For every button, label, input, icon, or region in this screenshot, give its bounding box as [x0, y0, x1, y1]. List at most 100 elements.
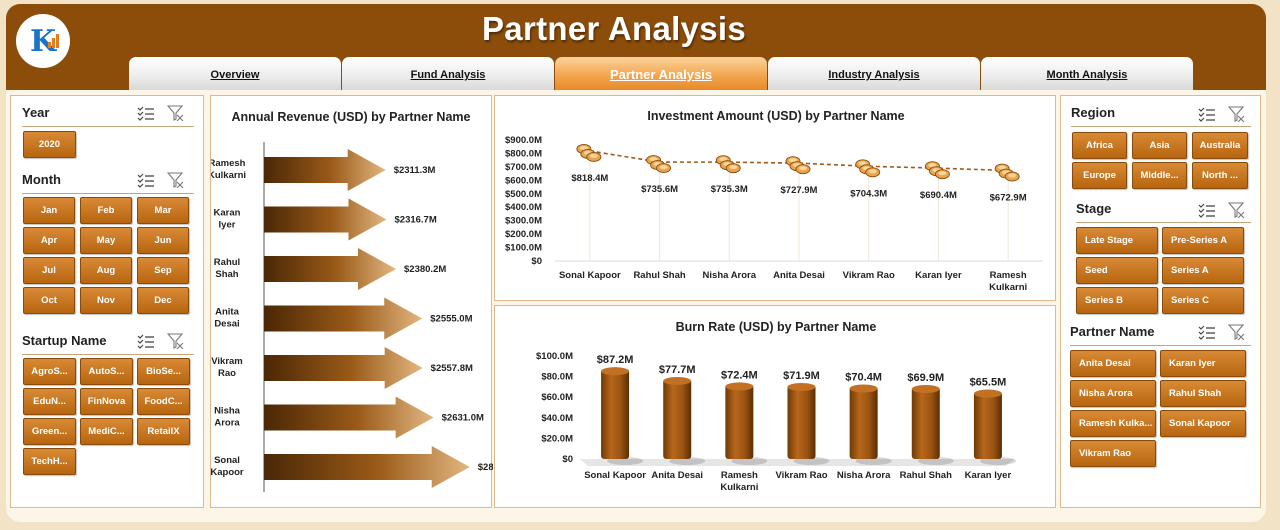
slicer-item-month[interactable]: Apr — [23, 227, 75, 254]
clear-cross — [176, 181, 184, 188]
slicer-item-stage[interactable]: Seed — [1076, 257, 1158, 284]
slicer-item-stage[interactable]: Series A — [1162, 257, 1244, 284]
tab-partner-analysis[interactable]: Partner Analysis — [555, 57, 767, 90]
coin-face — [998, 165, 1007, 170]
multi-select-icon[interactable] — [1198, 324, 1216, 340]
slicer-item-startup[interactable]: TechH... — [23, 448, 76, 475]
check-mark — [137, 344, 144, 349]
multi-select-icon[interactable] — [1198, 202, 1216, 218]
slicer-item-stage[interactable]: Pre-Series A — [1162, 227, 1244, 254]
slicer-item-partner[interactable]: Rahul Shah — [1160, 380, 1246, 407]
coin-face — [659, 165, 668, 170]
slicer-item-month[interactable]: May — [80, 227, 132, 254]
slicer-item-month[interactable]: Mar — [137, 197, 189, 224]
slicer-item-startup[interactable]: BioSe... — [137, 358, 190, 385]
clear-filter-icon[interactable] — [167, 105, 185, 121]
clear-filter-icon[interactable] — [1228, 106, 1246, 122]
tab-fund-analysis[interactable]: Fund Analysis — [342, 57, 554, 90]
slicer-item-month[interactable]: Oct — [23, 287, 75, 314]
slicer-item-partner[interactable]: Sonal Kapoor — [1160, 410, 1246, 437]
slicer-item-startup[interactable]: EduN... — [23, 388, 76, 415]
category-label: Rahul Shah — [633, 270, 685, 281]
slicer-item-partner[interactable]: Karan Iyer — [1160, 350, 1246, 377]
slicer-item-startup[interactable]: Green... — [23, 418, 76, 445]
multi-select-icon[interactable] — [137, 333, 155, 349]
clear-filter-icon[interactable] — [1228, 202, 1246, 218]
check-mark — [137, 116, 144, 121]
check-mark — [137, 173, 144, 178]
multi-select-icon[interactable] — [1198, 106, 1216, 122]
check-mark — [1198, 203, 1205, 208]
slicer-item-partner[interactable]: Anita Desai — [1070, 350, 1156, 377]
slicer-item-startup[interactable]: AgroS... — [23, 358, 76, 385]
slicer-item-2020[interactable]: 2020 — [23, 131, 76, 158]
clear-filter-icon[interactable] — [167, 333, 185, 349]
funnel-shape — [1228, 202, 1245, 218]
header-bar: K Partner Analysis Overview Fund Analysi… — [6, 4, 1266, 90]
slicer-item-startup[interactable]: MediC... — [80, 418, 133, 445]
slicer-item-month[interactable]: Nov — [80, 287, 132, 314]
coin-marker-icon — [646, 155, 672, 174]
check-mark — [1198, 330, 1205, 335]
slicer-item-month[interactable]: Aug — [80, 257, 132, 284]
slicer-item-region[interactable]: Africa — [1072, 132, 1127, 159]
category-label: Nisha Arora — [703, 270, 757, 281]
tab-month-analysis[interactable]: Month Analysis — [981, 57, 1193, 90]
slicer-item-region[interactable]: Europe — [1072, 162, 1127, 189]
slicer-item-startup[interactable]: AutoS... — [80, 358, 133, 385]
slicer-item-startup[interactable]: FoodC... — [137, 388, 190, 415]
multi-select-icon[interactable] — [137, 105, 155, 121]
slicer-item-month[interactable]: Jun — [137, 227, 189, 254]
burn-rate-bar — [725, 384, 754, 459]
slicer-item-stage[interactable]: Series C — [1162, 287, 1244, 314]
slicer-item-partner[interactable]: Vikram Rao — [1070, 440, 1156, 467]
slicer-item-stage[interactable]: Series B — [1076, 287, 1158, 314]
tab-overview[interactable]: Overview — [129, 57, 341, 90]
coin-marker-icon — [924, 161, 950, 180]
burn-rate-svg: $0 $20.0M $40.0M $60.0M $80.0M $100.0M $87.2M S… — [536, 351, 1016, 493]
multi-select-icon[interactable] — [137, 172, 155, 188]
slicer-item-region[interactable]: North ... — [1192, 162, 1248, 189]
coin-marker-icon — [715, 155, 741, 174]
y-tick-label: $60.0M — [541, 392, 573, 403]
tab-industry-analysis[interactable]: Industry Analysis — [768, 57, 980, 90]
funnel-shape — [1228, 324, 1245, 340]
burn-rate-bar — [663, 378, 692, 459]
burn-rate-bar — [601, 369, 630, 459]
coin-face — [589, 153, 598, 158]
category-label: Karan — [214, 208, 241, 219]
clear-filter-icon[interactable] — [167, 172, 185, 188]
chart-floor — [580, 459, 1015, 466]
y-tick-label: $0 — [562, 454, 573, 465]
y-tick-label: $200.0M — [505, 229, 542, 240]
slicer-item-stage[interactable]: Late Stage — [1076, 227, 1158, 254]
coin-face — [729, 165, 738, 170]
logo: K — [16, 14, 70, 68]
slicer-item-month[interactable]: Sep — [137, 257, 189, 284]
coin-face — [1008, 173, 1017, 178]
data-label: $2871.7M — [478, 462, 493, 473]
slicer-item-month[interactable]: Jul — [23, 257, 75, 284]
slicer-item-startup[interactable]: RetailX — [137, 418, 190, 445]
slicer-item-startup[interactable]: FinNova — [80, 388, 133, 415]
slicer-item-month[interactable]: Feb — [80, 197, 132, 224]
clear-cross — [1237, 115, 1245, 122]
year-slicer-title: Year — [22, 105, 50, 120]
data-label: $735.6M — [641, 184, 678, 195]
clear-filter-icon[interactable] — [1228, 324, 1246, 340]
data-label: $72.4M — [721, 369, 758, 381]
y-tick-label: $100.0M — [536, 351, 573, 362]
slicer-item-partner[interactable]: Nisha Arora — [1070, 380, 1156, 407]
bar-top — [725, 382, 754, 391]
check-mark — [137, 183, 144, 188]
slicer-item-month[interactable]: Dec — [137, 287, 189, 314]
slicer-item-region[interactable]: Asia — [1132, 132, 1187, 159]
slicer-item-partner[interactable]: Ramesh Kulka... — [1070, 410, 1156, 437]
slicer-item-region[interactable]: Australia — [1192, 132, 1248, 159]
slicer-item-region[interactable]: Middle... — [1132, 162, 1187, 189]
coin-marker-icon — [855, 159, 881, 178]
category-label: Rao — [218, 368, 236, 379]
data-label: $71.9M — [783, 370, 820, 382]
slicer-item-month[interactable]: Jan — [23, 197, 75, 224]
coin-face — [799, 166, 807, 171]
